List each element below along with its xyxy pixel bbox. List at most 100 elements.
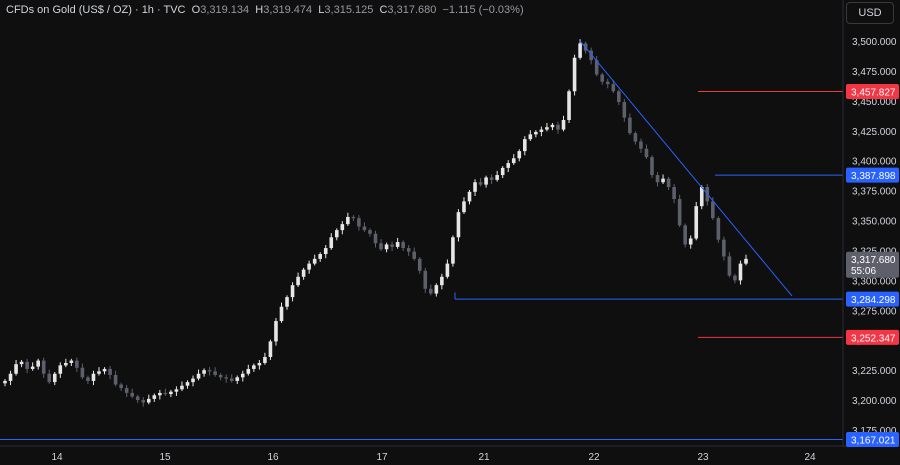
candle-body (423, 270, 428, 289)
candle-body (644, 148, 649, 158)
candle-body (80, 367, 85, 378)
candle-body (683, 225, 687, 245)
candle-body (191, 378, 195, 383)
price-tick-label: 3,350.000 (852, 217, 897, 228)
high-value: 3,319.474 (263, 4, 313, 16)
price-tick-label: 3,425.000 (852, 127, 897, 138)
time-tick-label: 16 (267, 452, 279, 463)
candle-body (274, 321, 278, 342)
candle-body (47, 373, 52, 383)
candle-body (428, 288, 433, 294)
candle-body (52, 373, 57, 383)
candle-body (666, 178, 671, 188)
candle-body (346, 216, 350, 225)
candle-body (268, 341, 273, 357)
candle-body (655, 175, 660, 183)
candle-body (567, 91, 571, 120)
candle-body (329, 237, 334, 249)
currency-button[interactable]: USD (846, 2, 894, 24)
candle-body (351, 216, 356, 219)
bottom-level-price-tag-bg (846, 432, 899, 448)
candle-body (185, 382, 190, 386)
candle-body (440, 276, 444, 286)
candle-body (406, 248, 411, 252)
candle-body (677, 198, 682, 226)
candle-body (594, 60, 599, 75)
candle-body (511, 158, 516, 164)
price-tick-label: 3,300.000 (852, 276, 897, 287)
candle-body (218, 374, 223, 378)
countdown-tag: 55:06 (851, 266, 876, 277)
candle-body (30, 366, 35, 369)
close-value: 3,317.680 (387, 4, 437, 16)
lower-support-price-tag: 3,252.347 (851, 333, 896, 344)
candle-body (86, 377, 90, 381)
candle-body (14, 364, 18, 374)
candle-body (64, 362, 68, 366)
candle-body (224, 377, 228, 379)
candle-body (639, 141, 643, 149)
candle-body (550, 124, 555, 128)
candle-body (119, 384, 123, 389)
support-price-tag-bg (846, 291, 899, 307)
upper-level-price-tag: 3,387.898 (851, 171, 896, 182)
candle-body (395, 242, 400, 247)
candle-body (229, 378, 234, 381)
price-tick-label: 3,175.000 (852, 426, 897, 437)
candle-body (650, 157, 654, 176)
candle-body (340, 224, 345, 231)
candle-body (633, 133, 638, 142)
time-tick-label: 24 (804, 452, 816, 463)
candle-body (146, 398, 151, 403)
candle-body (523, 139, 527, 152)
candle-body (207, 370, 212, 372)
candle-body (362, 226, 367, 231)
candle-body (478, 182, 483, 185)
candle-body (202, 370, 206, 374)
candle-body (661, 178, 665, 183)
candle-body (539, 129, 544, 132)
candle-body (180, 385, 184, 390)
candle-body (379, 243, 383, 250)
candle-body (141, 400, 146, 403)
candle-body (19, 361, 24, 365)
candle-body (628, 117, 632, 134)
candle-body (41, 360, 46, 374)
candle-body (489, 177, 494, 180)
candle-body (158, 392, 162, 396)
candle-body (163, 392, 168, 395)
price-tick-label: 3,225.000 (852, 366, 897, 377)
low-label: L (318, 4, 325, 16)
candle-body (58, 365, 63, 374)
candle-body (722, 239, 726, 257)
price-tick-label: 3,500.000 (852, 37, 897, 48)
candle-body (3, 380, 7, 384)
candle-body (124, 388, 129, 393)
candle-body (500, 167, 505, 176)
candle-body (301, 269, 306, 277)
upper-level-price-tag-bg (846, 167, 899, 183)
candle-body (69, 360, 74, 363)
candle-body (711, 201, 715, 219)
candle-body (169, 391, 173, 395)
candle-body (434, 285, 439, 294)
candle-body (473, 182, 477, 192)
candle-body (240, 373, 245, 378)
open-value: 3,319.134 (200, 4, 250, 16)
time-axis[interactable]: 14 15 16 17 21 22 23 24 (0, 445, 900, 463)
candle-body (451, 237, 455, 264)
candle-body (572, 57, 577, 92)
candle-body (484, 177, 488, 185)
downtrend-line (579, 40, 793, 297)
candle-body (196, 373, 201, 379)
candle-body (727, 256, 732, 276)
candle-body (462, 201, 466, 213)
price-tick-label: 3,275.000 (852, 306, 897, 317)
time-tick-label: 14 (51, 452, 63, 463)
current-price-tag-bg (846, 251, 899, 278)
candle-body (108, 368, 112, 375)
candle-body (135, 396, 140, 401)
lines-layer (0, 40, 843, 441)
